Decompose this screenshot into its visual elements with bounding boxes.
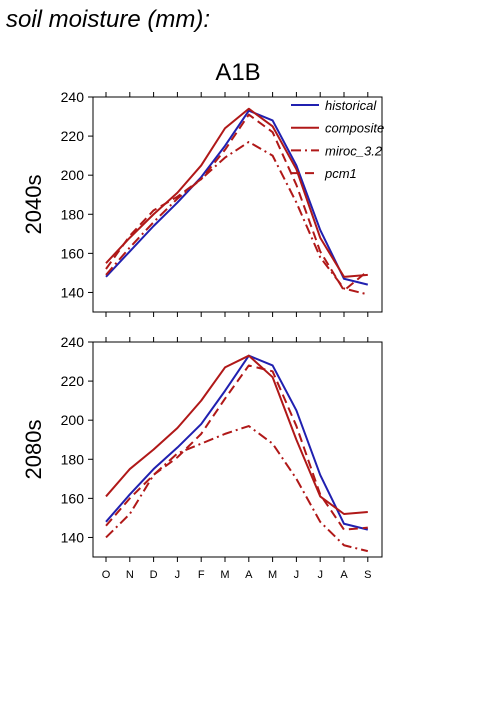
x-tick-label: N [126, 569, 134, 581]
plot-frame [92, 96, 383, 313]
y-tick-label: 240 [61, 89, 85, 105]
y-tick-label: 140 [61, 284, 85, 300]
series-line-composite [105, 107, 368, 278]
series-line-pcm1 [105, 364, 368, 531]
plot-frame [92, 341, 383, 558]
x-tick-label: D [150, 569, 158, 581]
y-tick-label: 220 [61, 128, 85, 144]
row-label-2040s: 2040s [21, 175, 46, 235]
x-tick-label: M [268, 569, 277, 581]
y-tick-label: 180 [61, 206, 85, 222]
legend-label-composite: composite [325, 121, 384, 136]
series-line-miroc-3-2 [105, 425, 369, 553]
row-label-2080s: 2080s [21, 420, 46, 480]
y-tick-label: 140 [61, 529, 85, 545]
legend-label-pcm1: pcm1 [324, 166, 357, 181]
x-tick-label: O [102, 569, 111, 581]
panel-2080s: 140 160 180 200 220 240 2080s [21, 334, 383, 562]
y-tick-label: 200 [61, 167, 85, 183]
x-tick-label: J [317, 569, 323, 581]
x-tick-label: J [294, 569, 300, 581]
legend: historical composite miroc_3.2 pcm1 [291, 98, 384, 181]
legend-label-miroc-3-2: miroc_3.2 [325, 143, 383, 158]
series-line-miroc-3-2 [105, 140, 369, 296]
x-tick-label: A [340, 569, 348, 581]
y-tick-label: 160 [61, 245, 85, 261]
y-tick-label: 220 [61, 373, 85, 389]
panel-2040s: 140 160 180 200 220 240 2040s [21, 89, 383, 317]
y-tick-label: 200 [61, 412, 85, 428]
y-tick-label: 160 [61, 490, 85, 506]
legend-label-historical: historical [325, 98, 377, 113]
chart-title: A1B [215, 59, 260, 86]
x-tick-label: A [245, 569, 253, 581]
y-tick-label: 180 [61, 451, 85, 467]
x-tick-label: J [175, 569, 181, 581]
series-line-pcm1 [105, 113, 369, 292]
series-line-historical [105, 109, 369, 286]
series-line-historical [105, 354, 369, 531]
x-tick-label: F [198, 569, 205, 581]
page-header: soil moisture (mm): [6, 6, 210, 33]
x-tick-label: S [364, 569, 371, 581]
x-tick-label: M [220, 569, 229, 581]
y-tick-label: 240 [61, 334, 85, 350]
